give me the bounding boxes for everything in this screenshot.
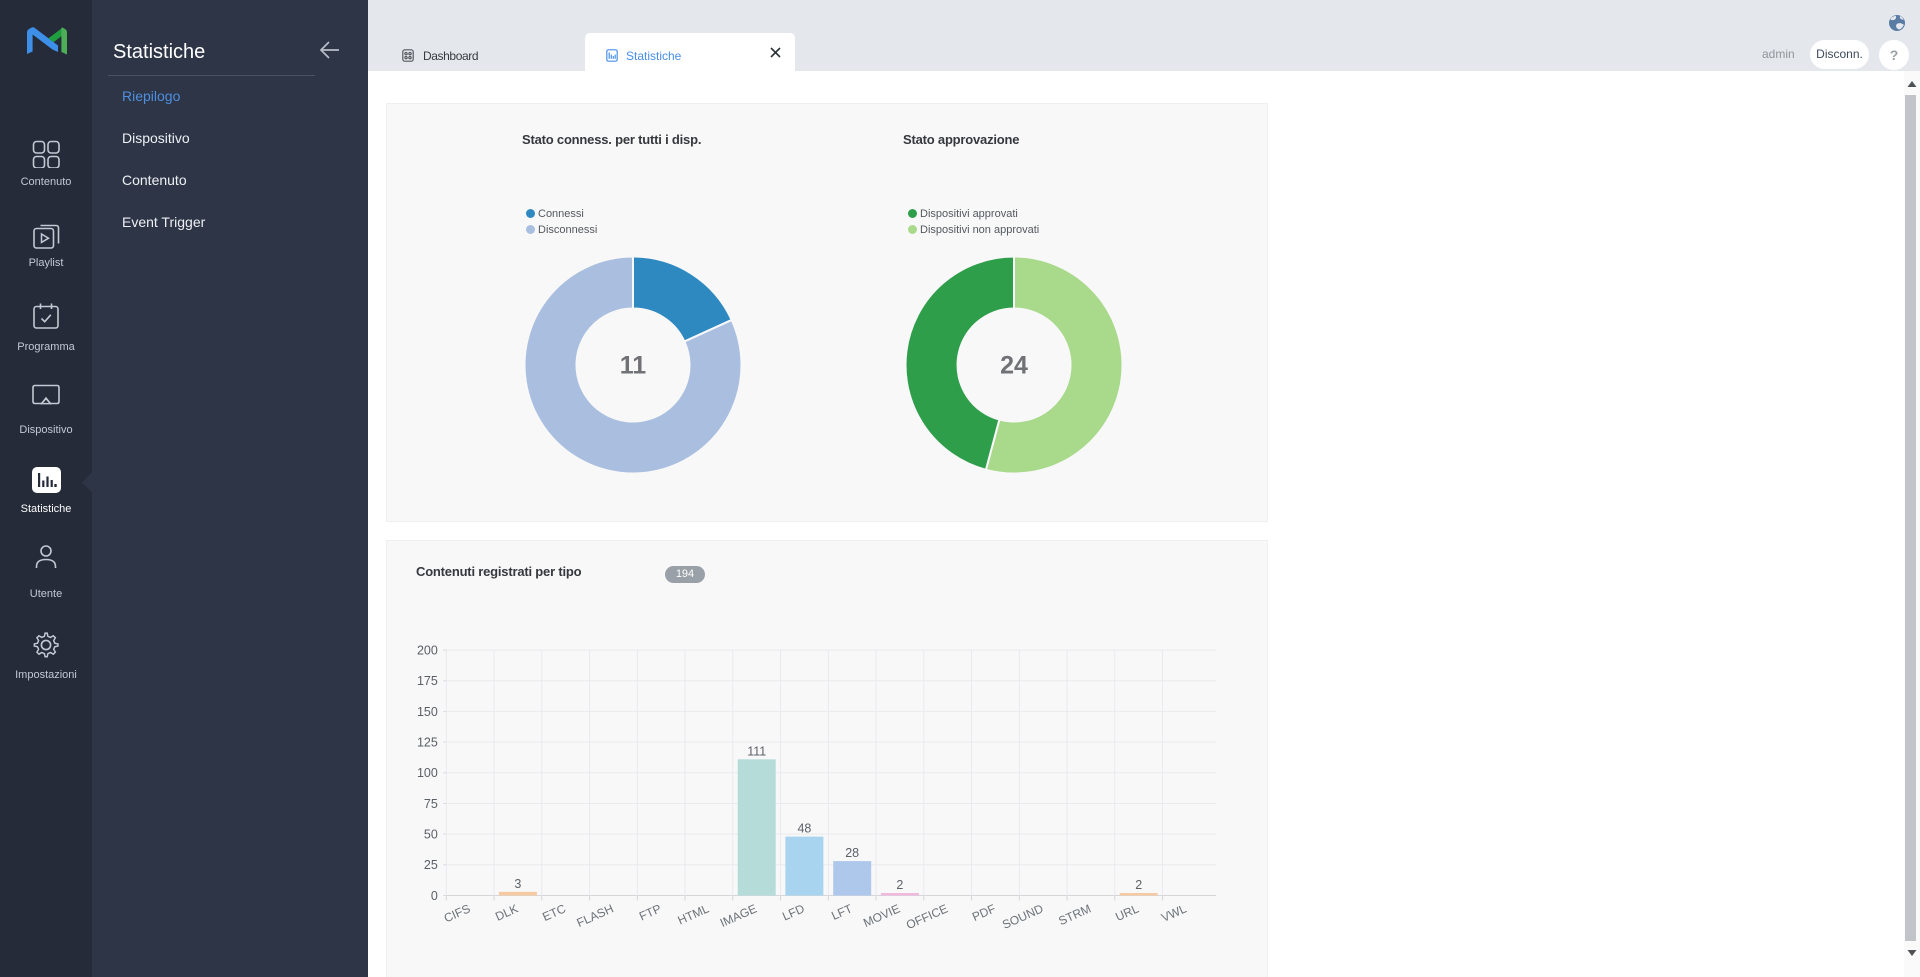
svg-text:2: 2 (896, 878, 903, 892)
svg-text:75: 75 (424, 797, 438, 811)
svg-text:LFD: LFD (780, 901, 807, 923)
svg-text:0: 0 (431, 889, 438, 903)
svg-text:28: 28 (845, 846, 859, 860)
svg-text:URL: URL (1113, 901, 1141, 924)
svg-text:HTML: HTML (676, 901, 712, 927)
svg-text:48: 48 (797, 822, 811, 836)
svg-text:STRM: STRM (1056, 901, 1093, 928)
svg-text:25: 25 (424, 858, 438, 872)
svg-text:150: 150 (417, 705, 438, 719)
svg-text:VWL: VWL (1159, 901, 1189, 924)
svg-text:LFT: LFT (829, 901, 855, 923)
svg-text:SOUND: SOUND (1000, 901, 1046, 932)
svg-text:IMAGE: IMAGE (718, 901, 759, 930)
svg-text:2: 2 (1135, 878, 1142, 892)
svg-text:50: 50 (424, 827, 438, 841)
svg-text:175: 175 (417, 674, 438, 688)
svg-text:200: 200 (417, 643, 438, 657)
svg-text:ETC: ETC (540, 901, 568, 924)
svg-text:100: 100 (417, 766, 438, 780)
svg-text:DLK: DLK (493, 901, 520, 923)
svg-text:3: 3 (514, 877, 521, 891)
svg-text:FLASH: FLASH (575, 901, 616, 930)
svg-text:MOVIE: MOVIE (861, 901, 902, 930)
svg-text:FTP: FTP (637, 901, 663, 923)
svg-text:OFFICE: OFFICE (904, 901, 950, 932)
svg-text:PDF: PDF (970, 901, 998, 924)
svg-text:111: 111 (747, 744, 766, 758)
svg-text:125: 125 (417, 735, 438, 749)
svg-text:CIFS: CIFS (442, 901, 473, 925)
